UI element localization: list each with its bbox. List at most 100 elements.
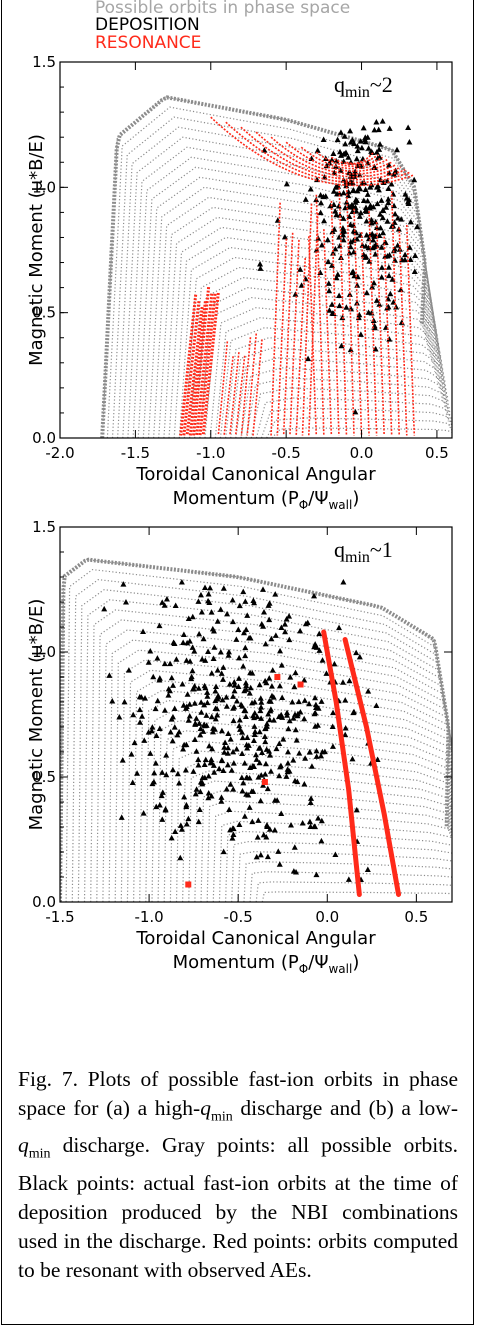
deposition-point xyxy=(328,156,335,163)
deposition-point xyxy=(373,149,380,155)
deposition-point xyxy=(258,749,265,755)
orbit-arc xyxy=(65,568,451,902)
deposition-point xyxy=(183,801,190,808)
deposition-point xyxy=(319,748,326,755)
resonance-line xyxy=(360,232,370,436)
deposition-point xyxy=(387,290,394,297)
deposition-point xyxy=(267,706,274,712)
orbit-arc xyxy=(163,216,436,438)
deposition-point xyxy=(167,660,174,667)
legend-resonance: RESONANCE xyxy=(95,33,202,53)
deposition-point xyxy=(139,713,146,719)
deposition-point xyxy=(365,244,372,251)
deposition-point xyxy=(161,707,168,713)
deposition-point xyxy=(186,713,193,719)
deposition-point xyxy=(145,729,152,735)
deposition-point xyxy=(271,797,278,803)
deposition-point xyxy=(214,618,221,624)
deposition-point xyxy=(356,184,363,191)
deposition-point xyxy=(277,647,284,654)
deposition-point xyxy=(207,584,214,591)
caption-q-1: q xyxy=(200,1096,211,1120)
deposition-point xyxy=(210,627,217,634)
deposition-point xyxy=(243,682,250,689)
deposition-point xyxy=(250,788,257,794)
deposition-point xyxy=(357,138,364,144)
deposition-point xyxy=(265,711,272,717)
deposition-point xyxy=(257,265,264,271)
deposition-point xyxy=(354,282,361,288)
deposition-point xyxy=(354,143,361,149)
deposition-point xyxy=(192,721,199,727)
deposition-point xyxy=(244,612,251,618)
deposition-point xyxy=(261,609,268,615)
deposition-point xyxy=(343,304,350,310)
y-axis-label: Magnetic Moment (μ*B/E) xyxy=(26,134,47,366)
deposition-point xyxy=(240,588,247,595)
deposition-point xyxy=(292,726,299,733)
deposition-point xyxy=(276,861,283,867)
deposition-point xyxy=(191,648,198,654)
deposition-point xyxy=(193,786,200,792)
resonance-line xyxy=(285,141,393,172)
deposition-point xyxy=(329,228,336,235)
deposition-point xyxy=(197,731,204,738)
deposition-point xyxy=(411,176,418,183)
deposition-point xyxy=(285,725,292,732)
deposition-point xyxy=(291,844,298,850)
deposition-point xyxy=(297,266,304,272)
orbit-arc xyxy=(173,236,438,438)
deposition-point xyxy=(204,693,211,699)
deposition-point xyxy=(260,623,267,629)
deposition-point xyxy=(363,217,370,224)
deposition-point xyxy=(180,702,187,708)
deposition-point xyxy=(225,730,232,737)
deposition-point xyxy=(320,136,327,142)
deposition-point xyxy=(229,597,236,603)
deposition-point xyxy=(229,825,236,831)
deposition-point xyxy=(411,268,418,274)
orbit-arc xyxy=(235,357,449,438)
deposition-point xyxy=(242,598,249,604)
deposition-point xyxy=(356,653,363,660)
deposition-point xyxy=(321,217,328,224)
resonance-line xyxy=(210,116,415,187)
deposition-point xyxy=(381,239,388,246)
deposition-point xyxy=(263,720,270,727)
deposition-point xyxy=(186,638,193,644)
deposition-point xyxy=(386,336,393,342)
deposition-point xyxy=(266,616,273,623)
deposition-point xyxy=(354,273,361,280)
y-tick-label: 0.5 xyxy=(32,768,56,786)
orbit-arc xyxy=(225,830,452,902)
deposition-point xyxy=(368,220,375,226)
y-tick-label: 1.5 xyxy=(32,518,56,536)
deposition-point xyxy=(149,724,156,730)
deposition-point xyxy=(257,797,264,804)
deposition-point xyxy=(242,713,249,720)
deposition-point xyxy=(161,602,168,608)
deposition-point xyxy=(189,667,196,674)
resonance-line xyxy=(342,637,402,897)
deposition-point xyxy=(241,760,248,766)
deposition-point xyxy=(345,154,352,160)
deposition-point xyxy=(185,615,192,621)
deposition-point xyxy=(238,774,245,780)
resonance-line xyxy=(295,258,307,436)
deposition-point xyxy=(378,274,385,280)
deposition-point xyxy=(376,146,383,152)
deposition-point xyxy=(167,728,174,735)
deposition-point xyxy=(163,771,170,778)
deposition-point xyxy=(329,743,336,749)
orbit-arc xyxy=(245,377,450,438)
deposition-point xyxy=(324,236,331,243)
deposition-point xyxy=(254,713,261,720)
deposition-point xyxy=(239,750,246,756)
resonance-line xyxy=(179,294,198,436)
deposition-point xyxy=(373,119,380,125)
deposition-point xyxy=(336,212,343,218)
resonance-line xyxy=(307,212,319,436)
deposition-point xyxy=(147,647,154,654)
deposition-point xyxy=(262,640,269,647)
deposition-point xyxy=(318,241,325,248)
